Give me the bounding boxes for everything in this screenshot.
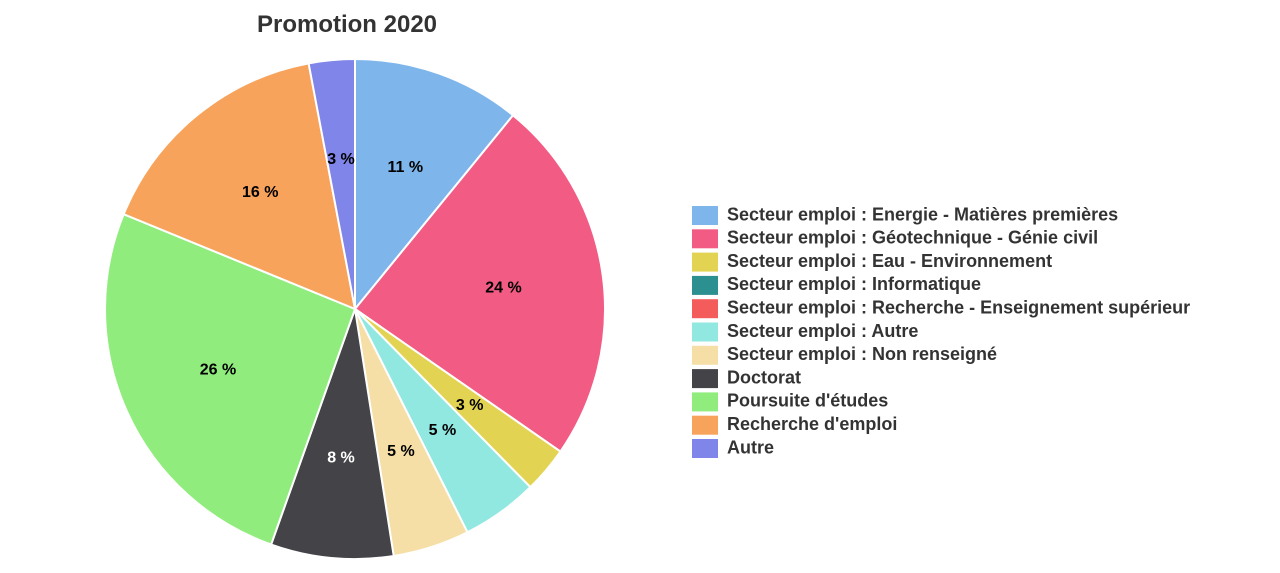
legend-label: Secteur emploi : Eau - Environnement [727,251,1052,271]
legend-label: Autre [727,437,774,457]
legend-item[interactable]: Recherche d'emploi [692,414,897,435]
legend-label: Recherche d'emploi [727,414,897,434]
legend-label: Secteur emploi : Recherche - Enseignemen… [727,297,1190,317]
legend-swatch [692,252,718,272]
legend: Secteur emploi : Energie - Matières prem… [692,204,1190,458]
pie-slice[interactable] [269,308,395,560]
pie-slice-labels: 11 % 24 % 3 % 5 % 5 % 8 % 26 % 16 % 3 % [200,151,522,467]
legend-item[interactable]: Secteur emploi : Informatique [692,274,981,295]
legend-label: Secteur emploi : Informatique [727,274,981,294]
legend-item[interactable]: Secteur emploi : Energie - Matières prem… [692,204,1118,225]
pie-slice[interactable] [354,57,515,312]
legend-label: Secteur emploi : Non renseigné [727,344,997,364]
legend-label: Secteur emploi : Géotechnique - Génie ci… [727,228,1098,248]
legend-swatch [692,415,718,435]
slice-data-label: 24 % [485,279,521,296]
legend-label: Secteur emploi : Energie - Matières prem… [727,204,1118,224]
legend-item[interactable]: Secteur emploi : Recherche - Enseignemen… [692,297,1190,319]
legend-item[interactable]: Secteur emploi : Géotechnique - Génie ci… [692,228,1098,249]
slice-data-label: 5 % [387,443,415,460]
slice-data-label: 3 % [456,397,484,414]
legend-swatch [692,439,718,458]
pie-slice[interactable] [122,62,357,311]
slice-data-label: 3 % [327,151,355,168]
slice-data-label: 5 % [429,422,457,439]
legend-swatch [692,229,718,249]
legend-swatch [692,392,718,412]
legend-item[interactable]: Doctorat [692,367,801,389]
pie-slice[interactable] [104,212,357,546]
pie-slices [104,57,606,560]
legend-item[interactable]: Autre [692,437,774,458]
legend-item[interactable]: Poursuite d'études [692,391,888,412]
legend-label: Doctorat [727,367,801,387]
slice-data-label: 16 % [242,184,278,201]
pie-slice[interactable] [307,57,356,310]
pie-slice[interactable] [353,113,606,453]
legend-swatch [692,369,718,389]
slice-data-label: 11 % [388,159,424,176]
legend-item[interactable]: Secteur emploi : Autre [692,321,918,342]
slice-data-label: 8 % [327,450,355,467]
chart-title: Promotion 2020 [257,11,437,38]
legend-label: Poursuite d'études [727,391,888,411]
legend-swatch [692,206,718,225]
slice-data-label: 26 % [200,361,236,378]
legend-swatch [692,299,718,319]
legend-swatch [692,345,718,365]
legend-label: Secteur emploi : Autre [727,321,918,341]
legend-item[interactable]: Secteur emploi : Non renseigné [692,344,997,365]
legend-item[interactable]: Secteur emploi : Eau - Environnement [692,251,1052,272]
legend-swatch [692,322,718,342]
legend-swatch [692,275,718,295]
